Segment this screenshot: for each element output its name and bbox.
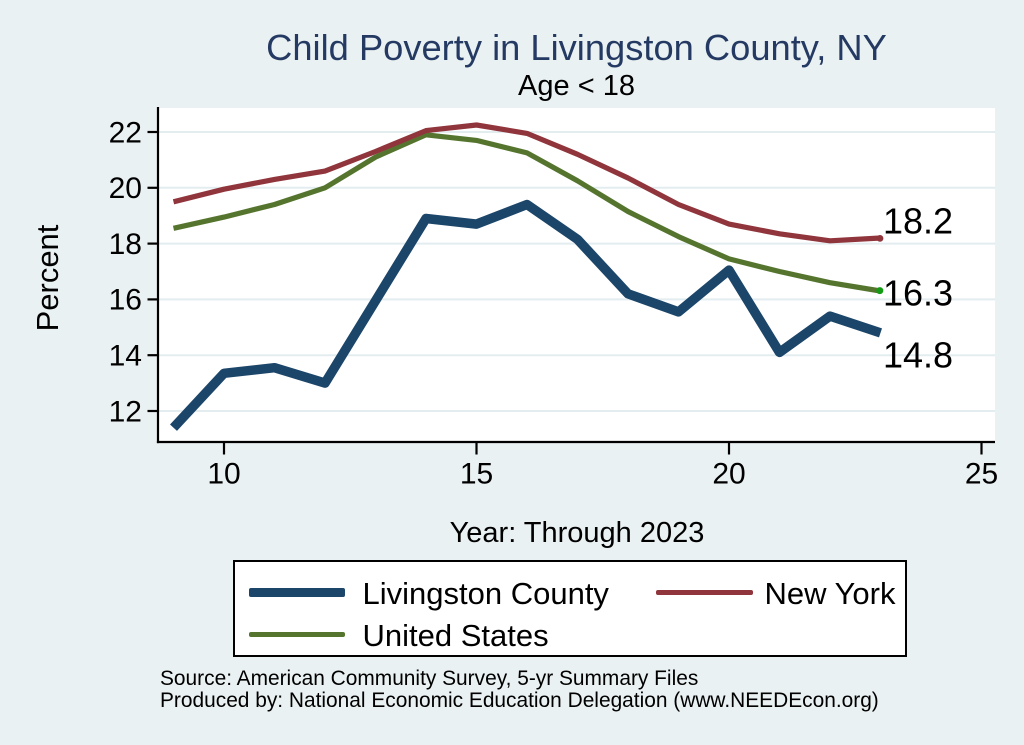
svg-text:14.8: 14.8 [883,335,953,376]
svg-text:16: 16 [109,284,142,317]
svg-text:10: 10 [207,457,240,490]
svg-text:15: 15 [460,457,493,490]
svg-text:14: 14 [109,340,142,373]
svg-text:18: 18 [109,228,142,261]
svg-text:25: 25 [965,457,998,490]
svg-text:18.2: 18.2 [883,200,953,241]
svg-text:22: 22 [109,116,142,149]
svg-text:20: 20 [109,172,142,205]
svg-text:20: 20 [712,457,745,490]
svg-text:16.3: 16.3 [883,272,953,313]
svg-text:12: 12 [109,395,142,428]
